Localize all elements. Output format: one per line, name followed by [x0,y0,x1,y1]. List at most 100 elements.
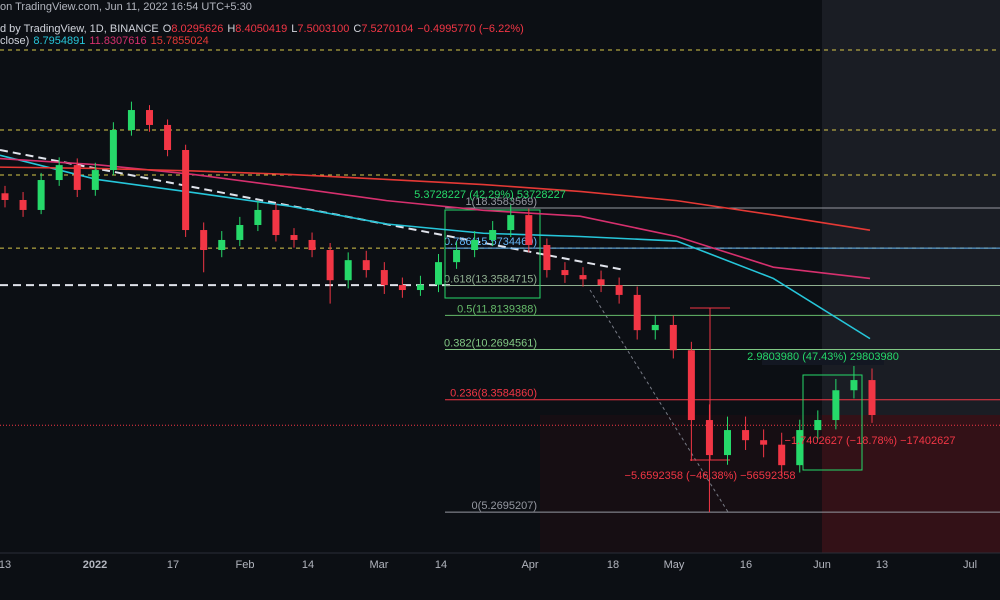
quote-value: 7.5003100 [297,23,350,35]
candle-body [597,279,605,286]
measure-label: −5.6592358 (−46.38%) −56592358 [625,470,796,482]
candle-body [778,444,786,466]
x-tick-label: Jul [963,559,977,571]
candle-body [850,380,858,391]
candle-body [55,165,63,181]
candle-body [19,199,27,210]
candle-body [109,130,117,171]
quote-key: O [162,23,172,35]
candle-body [669,324,677,351]
x-tick-label: 2022 [83,559,107,571]
ma-label: close) [0,35,30,47]
x-tick-label: 14 [302,559,314,571]
candle-body [687,350,695,421]
candle-body [290,235,298,240]
candle-body [742,430,750,441]
candle-body [398,285,406,291]
candle-body [705,420,713,456]
candle-body [489,230,497,240]
quote-change: −0.4995770 (−6.22%) [417,23,524,35]
moving-average [0,154,871,340]
candle-body [561,270,569,276]
candle-body [471,239,479,251]
measure-label: −1.7402627 (−18.78%) −17402627 [785,435,956,447]
label-bg [762,350,884,365]
candle-body [435,262,442,285]
candle-body [760,440,768,445]
x-tick-label: 14 [435,559,447,571]
candle-body [507,215,515,231]
fib-label: 0.618(13.3584715) [444,273,537,285]
fib-label: 0.236(8.3584860) [450,388,537,400]
fib-label: 0.382(10.2694561) [444,337,537,349]
x-tick-label: May [664,559,685,571]
x-tick-label: Apr [521,559,538,571]
quote-value: 8.0295626 [171,23,224,35]
moving-average [0,166,871,231]
fib-label: 0(5.2695207) [472,500,537,512]
measure-label: 5.3728227 (42.29%) 53728227 [414,189,566,201]
candle-body [127,110,135,131]
ma-value: 8.7954891 [33,35,86,47]
measure-box [444,209,541,299]
source: on TradingView.com, Jun 11, 2022 16:54 U… [0,1,252,13]
candle-body [254,209,262,225]
ma-value: 15.7855024 [150,35,209,47]
x-tick-label: Jun [813,559,831,571]
candle-body [164,124,172,150]
quote-value: 7.5270104 [361,23,414,35]
candle-body [525,215,533,246]
x-tick-label: 18 [607,559,619,571]
fib-label: 1(18.3583569) [465,196,537,208]
x-tick-label: 17 [167,559,179,571]
candle-body [236,224,244,240]
candle-body [344,260,352,281]
header-line: d by TradingView, 1D, BINANCE O8.0295626 H… [0,23,528,35]
candle-body [1,193,9,200]
candle-body [633,294,641,331]
candle-body [453,250,461,263]
candle-body [724,430,731,456]
candle-body [182,149,190,231]
header-line: close) 8.7954891 11.8307616 15.7855024 [0,35,213,47]
x-tick-label: 13 [876,559,888,571]
candle-body [543,245,551,271]
candle-body [37,180,45,210]
candle-body [362,260,370,271]
candle-body [73,165,81,190]
symbol: d by TradingView, 1D, BINANCE [0,23,159,35]
candle-body [651,324,659,331]
quote-key: H [227,23,236,35]
candle-body [308,239,316,251]
x-tick-label: Feb [236,559,255,571]
quote-key: C [353,23,362,35]
candle-body [200,230,208,251]
measure-box [802,374,863,471]
ma-value: 11.8307616 [89,35,147,47]
loss-zone [540,415,822,553]
candle-body [615,285,623,295]
measure-label: 2.9803980 (47.43%) 29803980 [747,351,899,363]
candle-body [272,209,280,236]
x-tick-label: Mar [370,559,389,571]
candle-body [814,420,822,431]
header-line: on TradingView.com, Jun 11, 2022 16:54 U… [0,1,256,13]
series [0,101,876,513]
candle-body [218,239,226,251]
quote-value: 8.4050419 [235,23,288,35]
candle-body [416,284,424,291]
candle-body [796,430,804,466]
candle-body [832,390,840,421]
quote-key: L [291,23,298,35]
candle-body [146,110,153,125]
x-tick-label: 13 [0,559,11,571]
fib-label: 0.5(11.8139388) [457,303,537,315]
candle-body [380,270,388,286]
candle-body [326,250,334,281]
candle-body [579,275,587,280]
candle-body [868,380,876,416]
projection [589,289,729,513]
candle-body [91,170,99,190]
